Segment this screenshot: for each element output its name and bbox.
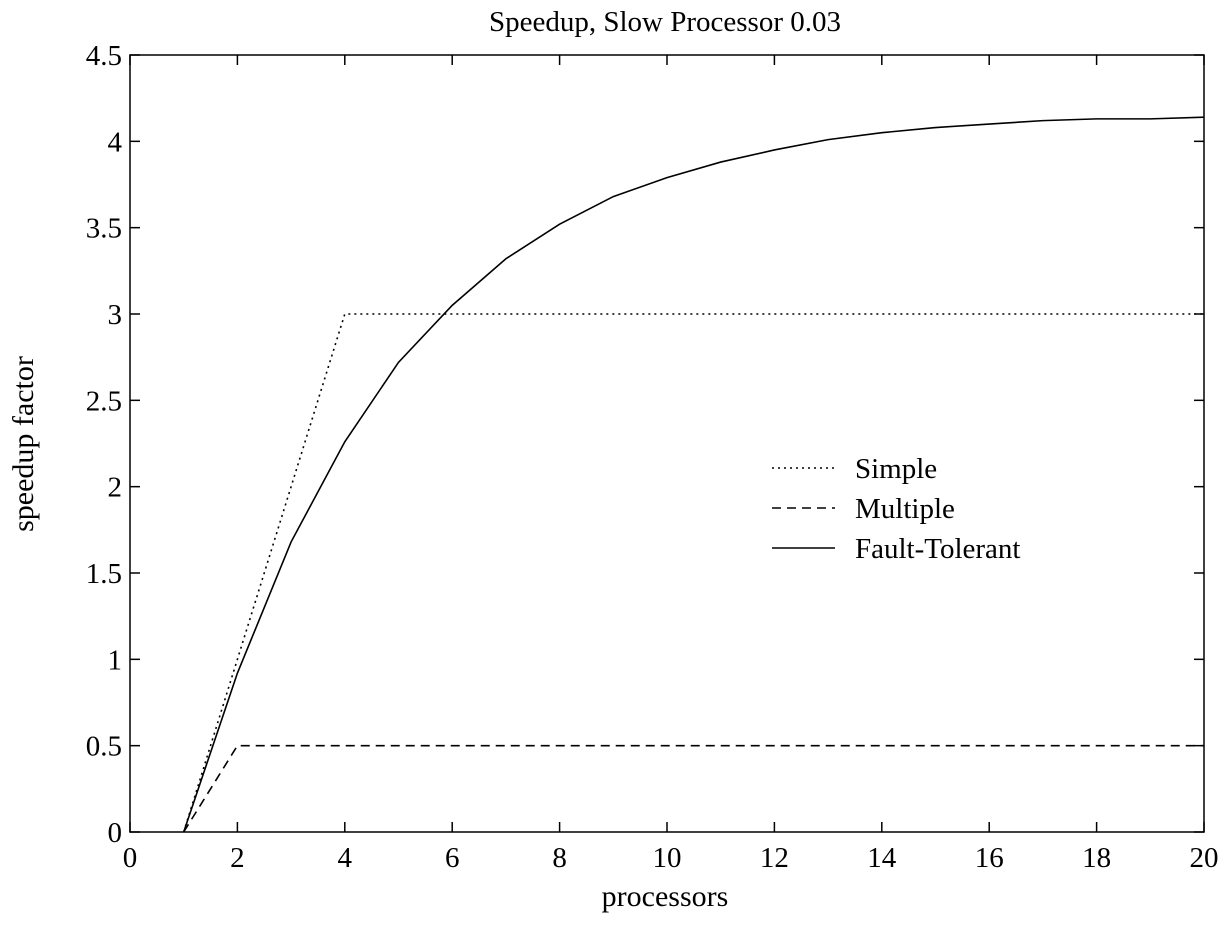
series-layer	[182, 116, 1205, 833]
y-tick-label: 1	[108, 644, 123, 676]
y-tick-label: 4.5	[86, 40, 122, 72]
x-tick-label: 18	[1082, 842, 1111, 874]
series-line-simple	[182, 313, 1204, 833]
x-tick-label: 4	[338, 842, 353, 874]
y-tick-label: 0	[108, 817, 123, 849]
x-axis-label: processors	[602, 880, 729, 913]
y-tick-label: 3	[108, 299, 123, 331]
x-tick-label: 14	[867, 842, 897, 874]
y-axis-label: speedup factor	[7, 356, 40, 532]
plot-frame	[129, 54, 1205, 833]
x-tick-label: 16	[975, 842, 1004, 874]
series-line-fault-tolerant	[182, 116, 1205, 833]
x-tick-label: 12	[760, 842, 789, 874]
x-tick-label: 20	[1190, 842, 1219, 874]
x-tick-label: 10	[653, 842, 682, 874]
y-tick-label: 3.5	[86, 213, 122, 245]
tick-labels: 0 2 4 6 8 10 12 14 16 18 20 0 0.5 1 1.5 2 2.5 3 3.5 4 4.5	[86, 40, 1219, 874]
legend-label: Fault-Tolerant	[855, 533, 1020, 565]
x-tick-label: 2	[230, 842, 245, 874]
x-tick-label: 8	[552, 842, 567, 874]
legend-label: Simple	[855, 453, 937, 485]
axis-ticks	[129, 54, 1205, 833]
legend: Simple Multiple Fault-Tolerant	[772, 453, 1020, 565]
chart-title: Speedup, Slow Processor 0.03	[489, 6, 841, 38]
y-tick-label: 1.5	[86, 558, 122, 590]
y-tick-label: 2.5	[86, 385, 122, 417]
y-tick-label: 2	[108, 472, 123, 504]
series-line-multiple	[183, 744, 1204, 833]
y-tick-label: 0.5	[86, 731, 122, 763]
y-tick-label: 4	[108, 126, 123, 158]
legend-label: Multiple	[855, 493, 955, 525]
x-tick-label: 0	[123, 842, 138, 874]
x-tick-label: 6	[445, 842, 460, 874]
